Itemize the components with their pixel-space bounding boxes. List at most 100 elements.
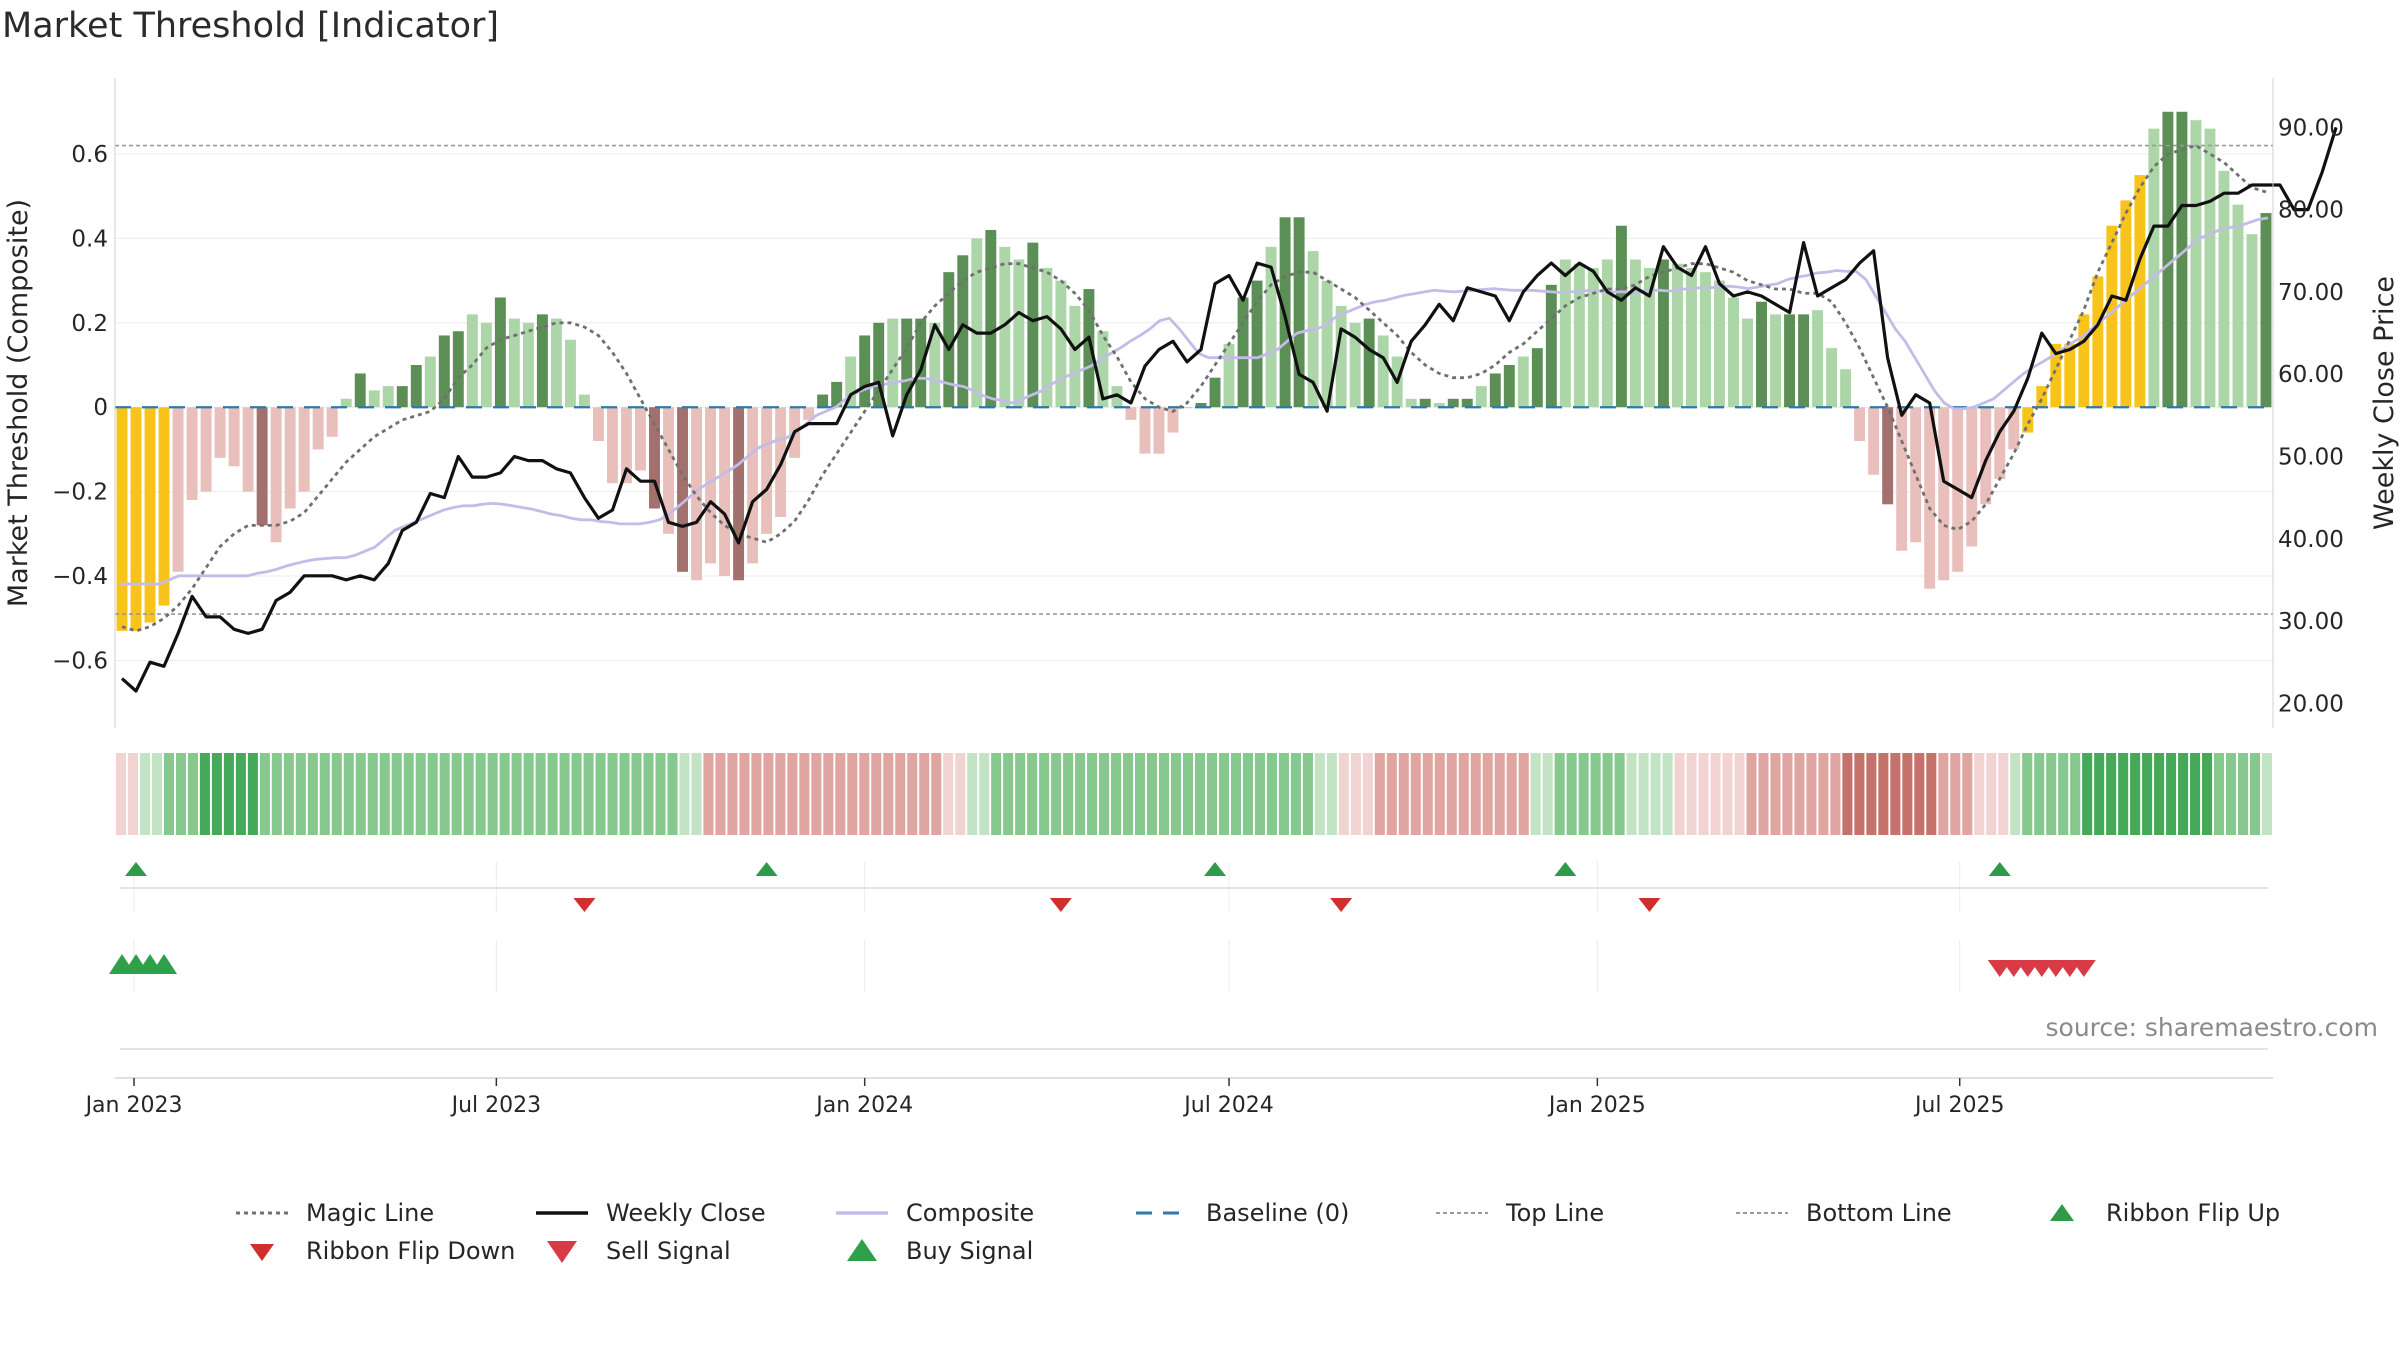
composite-bar bbox=[1531, 348, 1543, 408]
composite-bar bbox=[1503, 365, 1515, 408]
ribbon-cell bbox=[2166, 753, 2177, 835]
ribbon-cell bbox=[2237, 753, 2249, 835]
legend-label: Ribbon Flip Up bbox=[2106, 1199, 2281, 1227]
composite-bar bbox=[971, 238, 983, 408]
composite-bar bbox=[2204, 128, 2216, 408]
ribbon-cell bbox=[979, 753, 990, 835]
y-tick-label: 0 bbox=[93, 395, 108, 421]
composite-bar bbox=[2162, 111, 2174, 408]
legend-item-magic-line: Magic Line bbox=[232, 1196, 434, 1230]
ribbon-flip-up-marker bbox=[125, 862, 148, 876]
ribbon-flip-down-marker bbox=[1638, 898, 1661, 912]
y-axis-label: Market Threshold (Composite) bbox=[3, 199, 34, 607]
composite-bar bbox=[929, 322, 941, 408]
legend-label: Sell Signal bbox=[606, 1237, 731, 1265]
composite-bar bbox=[1910, 407, 1922, 543]
legend-swatch-top-line bbox=[1436, 1212, 1488, 1214]
composite-bar bbox=[2064, 343, 2076, 408]
composite-bar bbox=[1223, 343, 1235, 408]
ribbon-cell bbox=[331, 753, 342, 835]
ribbon-cell bbox=[403, 753, 414, 835]
ribbon-cell bbox=[1566, 753, 1577, 835]
ribbon-cell bbox=[175, 753, 186, 835]
composite-bar bbox=[354, 373, 366, 408]
ribbon-cell bbox=[1554, 753, 1565, 835]
ribbon-cell bbox=[1111, 753, 1122, 835]
composite-bar bbox=[1812, 310, 1824, 408]
ribbon-cell bbox=[1170, 753, 1182, 835]
ribbon-cell bbox=[2214, 753, 2225, 835]
ribbon-cell bbox=[1338, 753, 1349, 835]
composite-bar bbox=[1728, 297, 1739, 408]
ribbon-cell bbox=[1590, 753, 1601, 835]
buy-signal-marker bbox=[151, 954, 178, 974]
ribbon-cell bbox=[1530, 753, 1541, 835]
ribbon-cell bbox=[931, 753, 942, 835]
ribbon-cell bbox=[295, 753, 306, 835]
composite-bar bbox=[2232, 204, 2244, 408]
composite-bar bbox=[2148, 128, 2160, 408]
composite-bar bbox=[592, 407, 604, 441]
ribbon-cell bbox=[811, 753, 822, 835]
composite-bar bbox=[1181, 407, 1193, 409]
ribbon-cell bbox=[2142, 753, 2153, 835]
composite-bar bbox=[2260, 213, 2272, 408]
composite-bar bbox=[1784, 314, 1796, 408]
composite-bar bbox=[1125, 407, 1137, 420]
y-tick-label: −0.2 bbox=[52, 480, 108, 506]
ribbon-cell bbox=[1254, 753, 1265, 835]
ribbon-cell bbox=[2249, 753, 2261, 835]
y2-tick-label: 70.00 bbox=[2278, 280, 2344, 306]
composite-bar bbox=[1966, 407, 1978, 547]
composite-bar bbox=[494, 297, 506, 408]
composite-bar bbox=[466, 314, 478, 408]
ribbon-cell bbox=[115, 753, 127, 835]
composite-bars bbox=[116, 111, 2272, 631]
ribbon-cell bbox=[1099, 753, 1110, 835]
composite-bar bbox=[438, 335, 450, 408]
composite-bar bbox=[578, 394, 590, 408]
y2-tick-label: 30.00 bbox=[2278, 609, 2344, 635]
ribbon-cell bbox=[2010, 753, 2021, 835]
ribbon-cell bbox=[715, 753, 726, 835]
composite-bar bbox=[1055, 280, 1067, 408]
composite-bar bbox=[298, 407, 310, 492]
composite-bar bbox=[985, 229, 997, 408]
ribbon-cell bbox=[163, 753, 174, 835]
ribbon-cell bbox=[1194, 753, 1206, 835]
composite-bar bbox=[691, 407, 703, 581]
composite-bar bbox=[480, 322, 492, 408]
ribbon-cell bbox=[571, 753, 582, 835]
composite-bar bbox=[1461, 398, 1473, 408]
composite-bar bbox=[621, 407, 632, 484]
ribbon-cell bbox=[523, 753, 534, 835]
composite-bar bbox=[1671, 263, 1683, 408]
ribbon-cell bbox=[235, 753, 246, 835]
composite-bar bbox=[761, 407, 773, 534]
ribbon-cell bbox=[1063, 753, 1074, 835]
composite-bar bbox=[1517, 356, 1529, 408]
composite-bar bbox=[1938, 407, 1950, 581]
ribbon-cell bbox=[607, 753, 618, 835]
ribbon-cell bbox=[1758, 753, 1769, 835]
composite-bar bbox=[705, 407, 717, 564]
composite-bar bbox=[845, 356, 857, 408]
ribbon-cell bbox=[1266, 753, 1277, 835]
ribbon-cell bbox=[727, 753, 738, 835]
ribbon-cell bbox=[211, 753, 222, 835]
ribbon-flip-down-marker bbox=[573, 898, 596, 912]
ribbon-cell bbox=[775, 753, 786, 835]
composite-bar bbox=[2246, 234, 2258, 408]
legend-label: Top Line bbox=[1506, 1199, 1605, 1227]
gridlines bbox=[115, 153, 2273, 992]
y2-tick-label: 60.00 bbox=[2278, 362, 2344, 388]
composite-bar bbox=[1685, 267, 1697, 408]
ribbon-cell bbox=[367, 753, 378, 835]
x-axis: Jan 2023 Jul 2023 Jan 2024 Jul 2024 Jan 2025… bbox=[84, 1077, 2273, 1118]
ribbon-cell bbox=[2058, 753, 2069, 835]
ribbon-cell bbox=[1506, 753, 1517, 835]
composite-bar bbox=[2050, 343, 2062, 408]
composite-bar bbox=[719, 407, 731, 577]
ribbon-cell bbox=[1470, 753, 1481, 835]
composite-bar bbox=[1868, 407, 1880, 475]
